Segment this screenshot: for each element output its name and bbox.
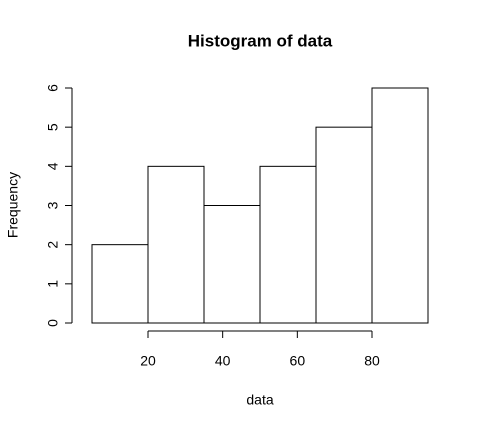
chart-title: Histogram of data xyxy=(188,31,333,50)
y-tick-label: 2 xyxy=(45,241,61,249)
x-axis-label: data xyxy=(246,392,273,408)
bar xyxy=(259,165,317,324)
y-tick-label: 1 xyxy=(45,280,61,288)
x-tick-label: 60 xyxy=(290,353,306,369)
bar xyxy=(371,87,429,324)
y-tick-label: 4 xyxy=(45,162,61,170)
bar xyxy=(91,244,149,324)
x-tick-label: 20 xyxy=(140,353,156,369)
bar xyxy=(203,205,261,324)
y-tick-label: 0 xyxy=(45,319,61,327)
y-tick-label: 3 xyxy=(45,201,61,209)
bar xyxy=(147,165,205,324)
y-axis-label: Frequency xyxy=(5,172,21,238)
y-tick-label: 6 xyxy=(45,84,61,92)
x-tick-label: 40 xyxy=(215,353,231,369)
x-tick-label: 80 xyxy=(364,353,380,369)
bar xyxy=(315,126,373,324)
y-tick-label: 5 xyxy=(45,123,61,131)
